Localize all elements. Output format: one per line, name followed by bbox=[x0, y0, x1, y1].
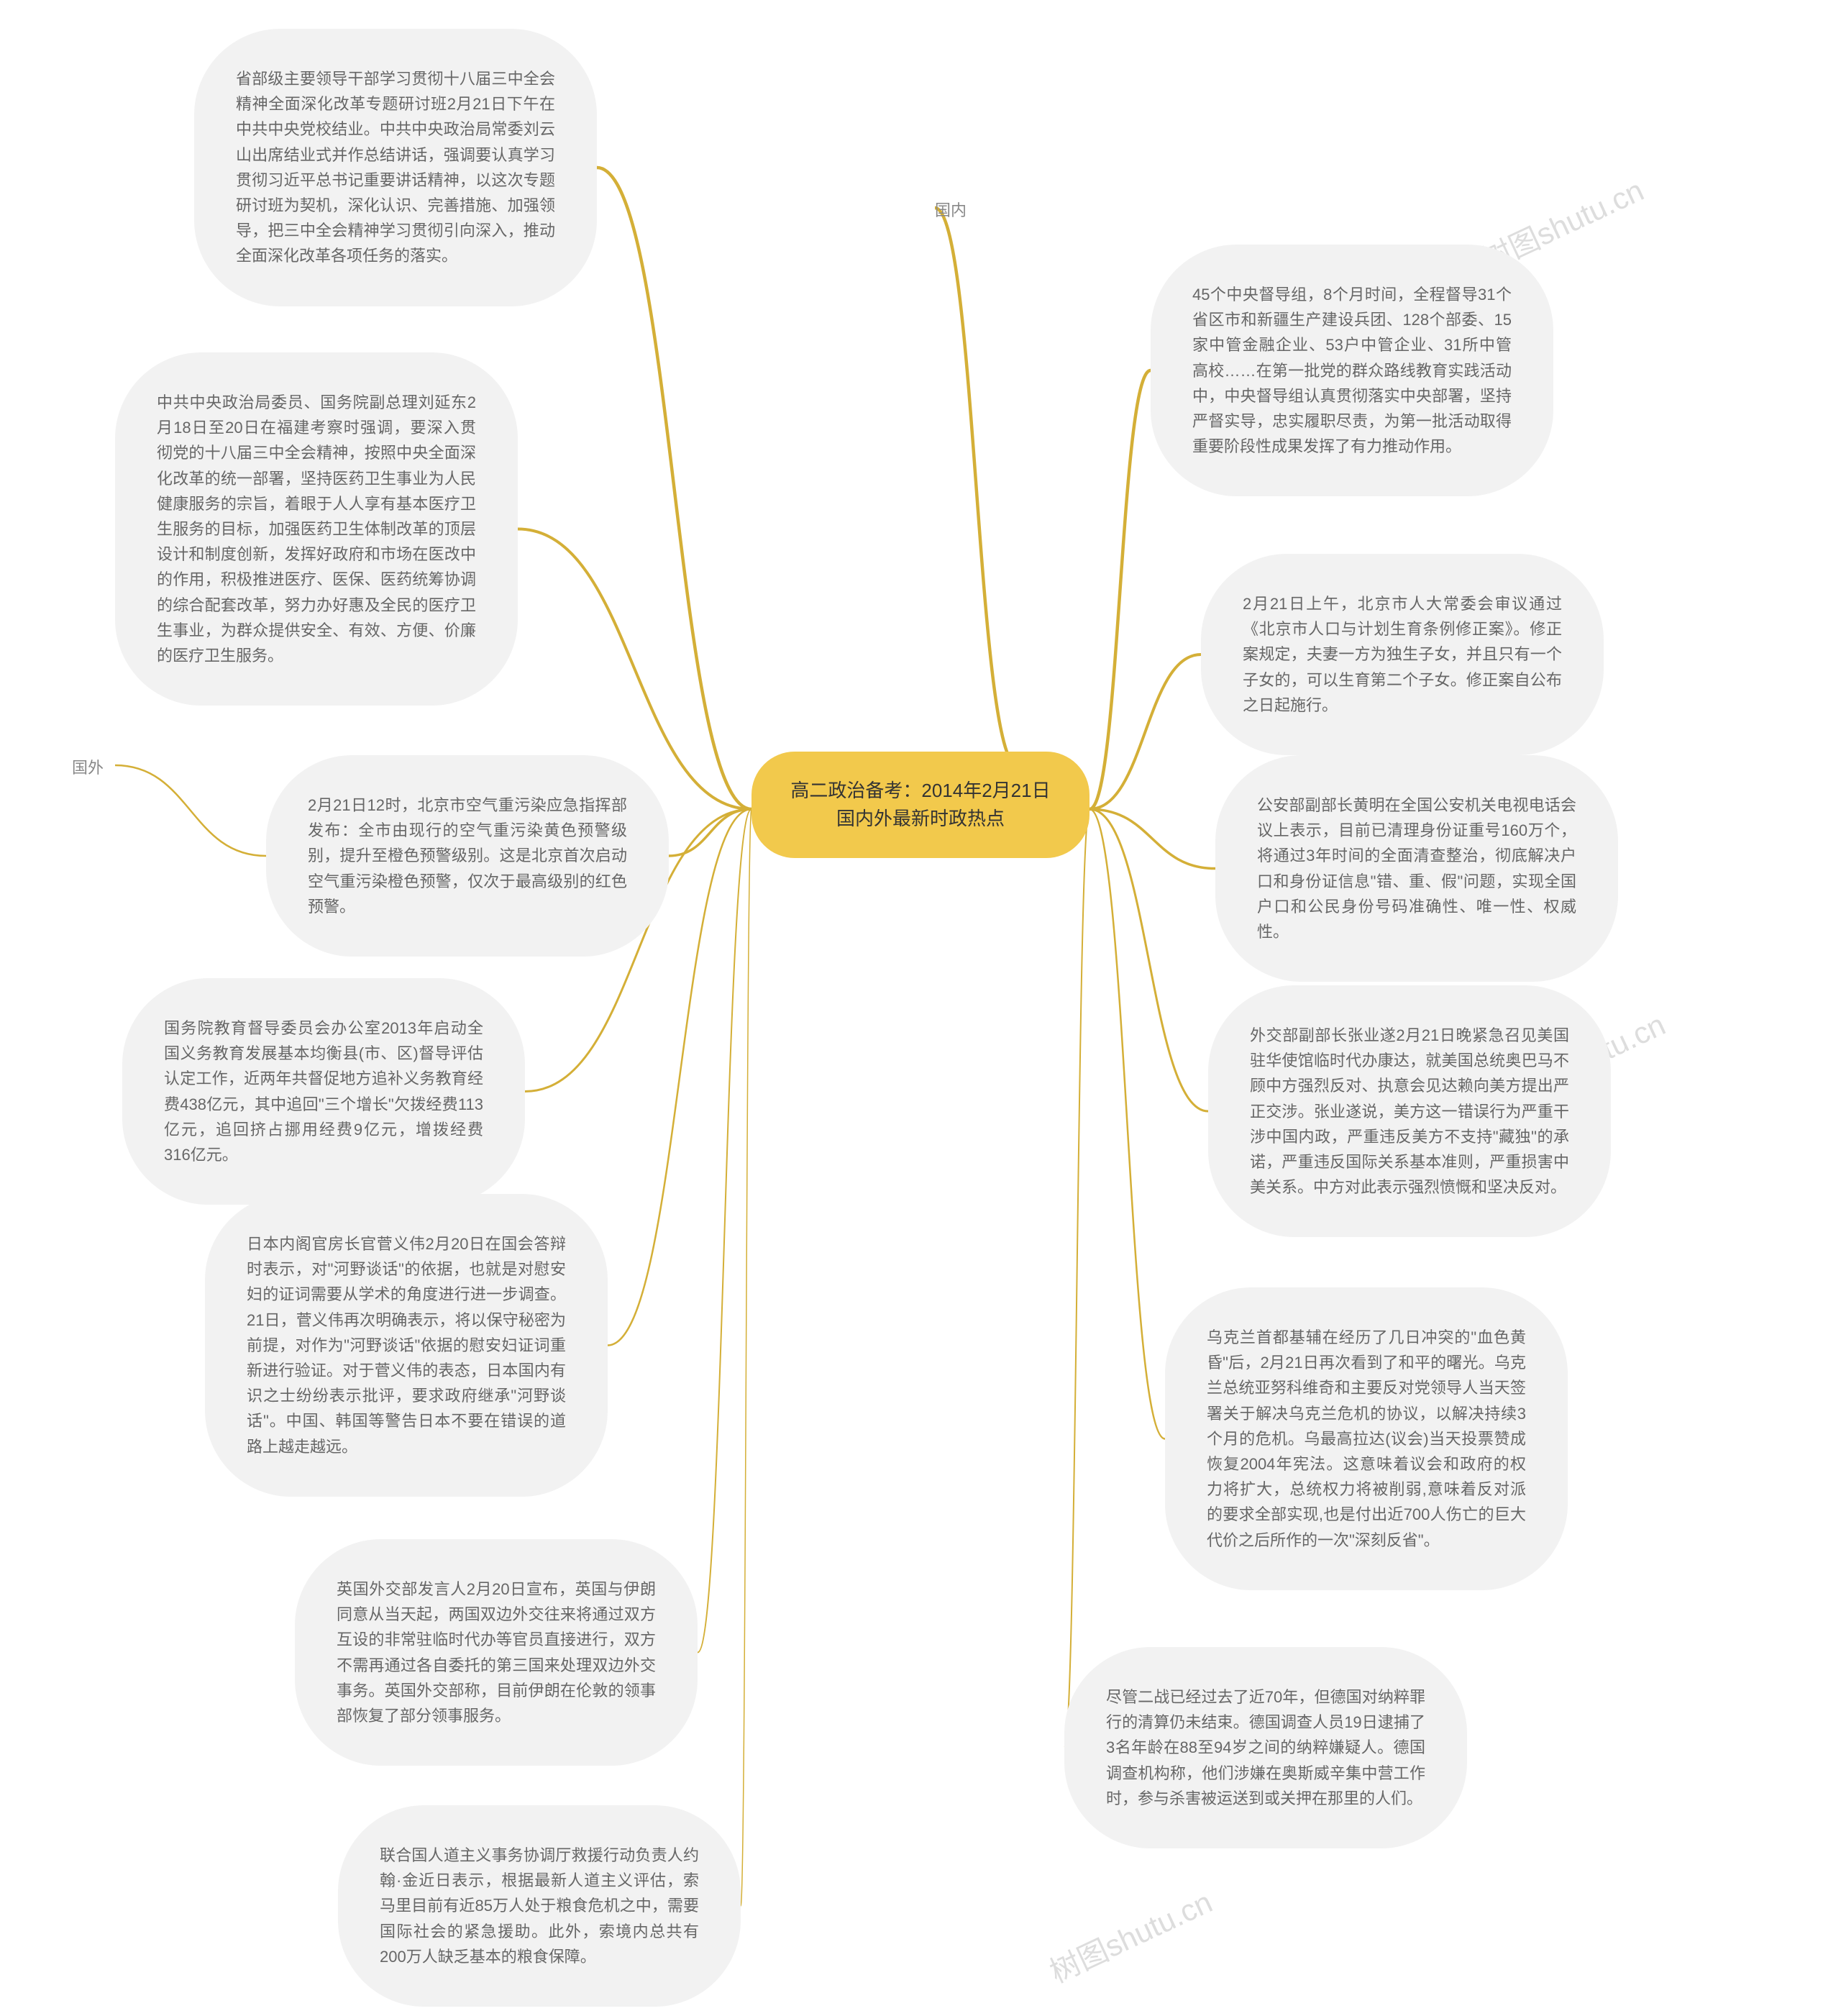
connector-right-2 bbox=[1089, 809, 1215, 869]
connector-domestic-label bbox=[935, 208, 1018, 766]
node-l6: 英国外交部发言人2月20日宣布，英国与伊朗同意从当天起，两国双边外交往来将通过双… bbox=[295, 1539, 698, 1766]
node-l4-text: 国务院教育督导委员会办公室2013年启动全国义务教育发展基本均衡县(市、区)督导… bbox=[164, 1019, 483, 1164]
node-l2-text: 中共中央政治局委员、国务院副总理刘延东2月18日至20日在福建考察时强调，要深入… bbox=[157, 393, 476, 665]
node-l5: 日本内阁官房长官菅义伟2月20日在国会答辩时表示，对"河野谈话"的依据，也就是对… bbox=[205, 1194, 608, 1497]
category-label-text: 国外 bbox=[72, 759, 104, 777]
node-l1-text: 省部级主要领导干部学习贯彻十八届三中全会精神全面深化改革专题研讨班2月21日下午… bbox=[236, 70, 555, 265]
node-l3-text: 2月21日12时，北京市空气重污染应急指挥部发布：全市由现行的空气重污染黄色预警… bbox=[308, 796, 627, 916]
center-node: 高二政治备考：2014年2月21日国内外最新时政热点 bbox=[752, 752, 1089, 858]
connector-left-5 bbox=[698, 809, 752, 1653]
category-label-text: 国内 bbox=[935, 201, 967, 219]
connector-right-4 bbox=[1089, 809, 1165, 1439]
node-r6: 尽管二战已经过去了近70年，但德国对纳粹罪行的清算仍未结束。德国调查人员19日逮… bbox=[1064, 1647, 1467, 1848]
node-r3: 公安部副部长黄明在全国公安机关电视电话会议上表示，目前已清理身份证重号160万个… bbox=[1215, 755, 1618, 982]
node-r6-text: 尽管二战已经过去了近70年，但德国对纳粹罪行的清算仍未结束。德国调查人员19日逮… bbox=[1106, 1688, 1425, 1807]
node-l1: 省部级主要领导干部学习贯彻十八届三中全会精神全面深化改革专题研讨班2月21日下午… bbox=[194, 29, 597, 306]
node-r5: 乌克兰首都基辅在经历了几日冲突的"血色黄昏"后，2月21日再次看到了和平的曙光。… bbox=[1165, 1287, 1568, 1590]
node-r1-text: 45个中央督导组，8个月时间，全程督导31个省区市和新疆生产建设兵团、128个部… bbox=[1192, 286, 1512, 455]
connector-left-6 bbox=[741, 809, 752, 1906]
connector-left-0 bbox=[597, 168, 752, 809]
node-r5-text: 乌克兰首都基辅在经历了几日冲突的"血色黄昏"后，2月21日再次看到了和平的曙光。… bbox=[1207, 1328, 1526, 1549]
node-r2-text: 2月21日上午，北京市人大常委会审议通过《北京市人口与计划生育条例修正案》。修正… bbox=[1243, 595, 1562, 714]
category-label-foreign: 国外 bbox=[72, 755, 104, 778]
node-r1: 45个中央督导组，8个月时间，全程督导31个省区市和新疆生产建设兵团、128个部… bbox=[1151, 245, 1553, 496]
node-l3: 2月21日12时，北京市空气重污染应急指挥部发布：全市由现行的空气重污染黄色预警… bbox=[266, 755, 669, 957]
connector-right-3 bbox=[1089, 809, 1208, 1111]
node-r4-text: 外交部副部长张业遂2月21日晚紧急召见美国驻华使馆临时代办康达，就美国总统奥巴马… bbox=[1250, 1026, 1569, 1196]
node-r2: 2月21日上午，北京市人大常委会审议通过《北京市人口与计划生育条例修正案》。修正… bbox=[1201, 554, 1604, 755]
node-l6-text: 英国外交部发言人2月20日宣布，英国与伊朗同意从当天起，两国双边外交往来将通过双… bbox=[337, 1580, 656, 1725]
connector-right-5 bbox=[1064, 809, 1089, 1748]
node-l7-text: 联合国人道主义事务协调厅救援行动负责人约翰·金近日表示，根据最新人道主义评估，索… bbox=[380, 1846, 699, 1966]
node-r3-text: 公安部副部长黄明在全国公安机关电视电话会议上表示，目前已清理身份证重号160万个… bbox=[1257, 796, 1576, 941]
connector-right-1 bbox=[1089, 654, 1201, 809]
node-l7: 联合国人道主义事务协调厅救援行动负责人约翰·金近日表示，根据最新人道主义评估，索… bbox=[338, 1805, 741, 2007]
connector-foreign-label bbox=[115, 765, 266, 856]
center-title: 高二政治备考：2014年2月21日国内外最新时政热点 bbox=[790, 780, 1050, 829]
node-l5-text: 日本内阁官房长官菅义伟2月20日在国会答辩时表示，对"河野谈话"的依据，也就是对… bbox=[247, 1235, 566, 1456]
mindmap-container: 高二政治备考：2014年2月21日国内外最新时政热点 国内国外 省部级主要领导干部学… bbox=[0, 0, 1841, 2016]
node-l2: 中共中央政治局委员、国务院副总理刘延东2月18日至20日在福建考察时强调，要深入… bbox=[115, 352, 518, 706]
node-l4: 国务院教育督导委员会办公室2013年启动全国义务教育发展基本均衡县(市、区)督导… bbox=[122, 978, 525, 1205]
node-r4: 外交部副部长张业遂2月21日晚紧急召见美国驻华使馆临时代办康达，就美国总统奥巴马… bbox=[1208, 985, 1611, 1237]
category-label-domestic: 国内 bbox=[935, 198, 967, 221]
